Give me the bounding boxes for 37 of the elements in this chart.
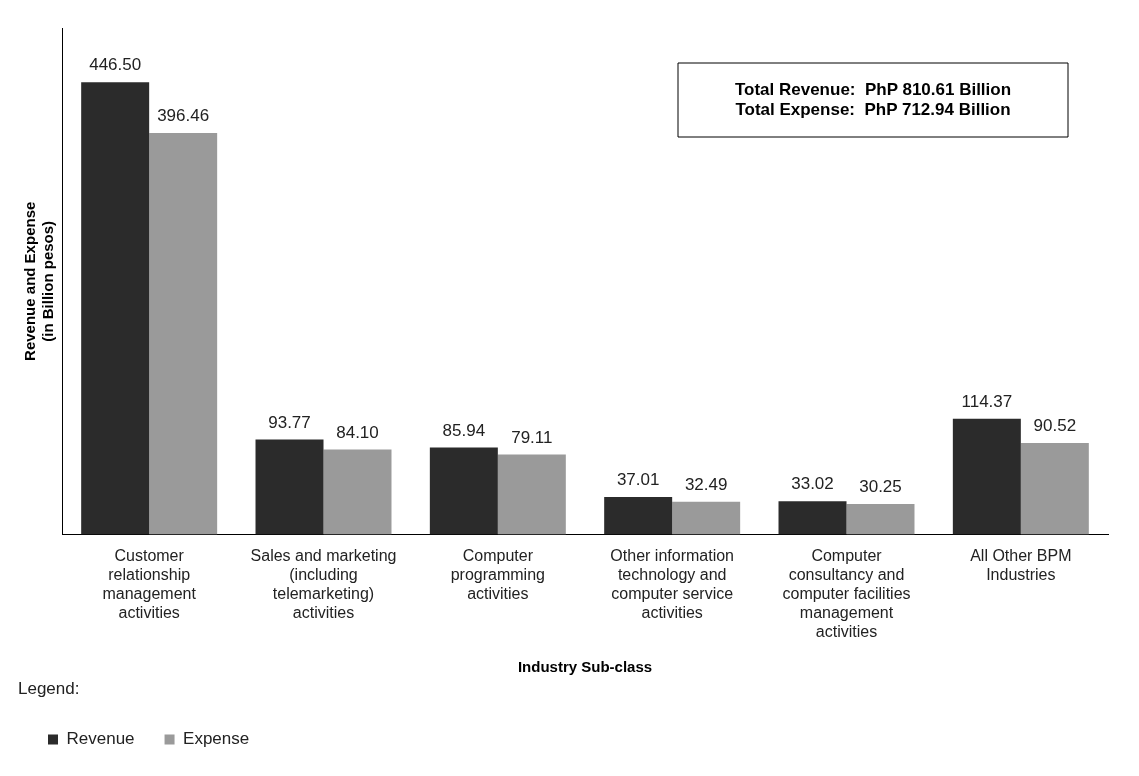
bar [778,501,847,535]
data-label: 32.49 [684,474,728,494]
bar [604,497,673,535]
data-label: 396.46 [157,106,210,126]
data-label: 84.10 [336,422,379,442]
data-label: 446.50 [89,55,142,75]
x-tick-label: All Other BPM Industries [970,546,1072,583]
bar [672,501,741,535]
bar [255,439,324,535]
x-tick-label: Customer relationship management activities [102,546,197,622]
x-tick-label: Computer consultancy and computer facilities management activities [782,546,911,641]
data-label: 79.11 [511,427,553,447]
legend-label: Revenue [66,729,135,749]
data-label: 90.52 [1033,416,1077,436]
y-axis-title: Revenue and Expense (in Billion pesos) [21,201,57,361]
data-label: 114.37 [961,391,1013,411]
bar [429,447,498,535]
bar [952,418,1021,535]
bar [149,132,218,535]
bar [81,82,150,535]
x-axis-title: Industry Sub-class [517,657,653,675]
data-label: 85.94 [442,420,486,440]
data-label: 33.02 [791,474,834,494]
x-tick-label: Computer programming activities [450,546,545,603]
legend-title: Legend: [18,678,80,698]
bar [323,449,392,535]
annotation: Total Expense: PhP 712.94 Billion [735,99,1011,119]
data-label: 93.77 [268,412,311,432]
x-tick-label: Sales and marketing (including telemarketing) activities [250,546,397,622]
legend-label: Expense [183,729,250,749]
bar [846,503,915,535]
x-tick-label: Other information technology and computer service activities [610,546,734,622]
bar [1020,442,1089,535]
data-label: 37.01 [616,470,660,490]
bar [497,454,566,535]
annotation: Total Revenue: PhP 810.61 Billion [734,79,1012,99]
data-label: 30.25 [859,477,902,497]
